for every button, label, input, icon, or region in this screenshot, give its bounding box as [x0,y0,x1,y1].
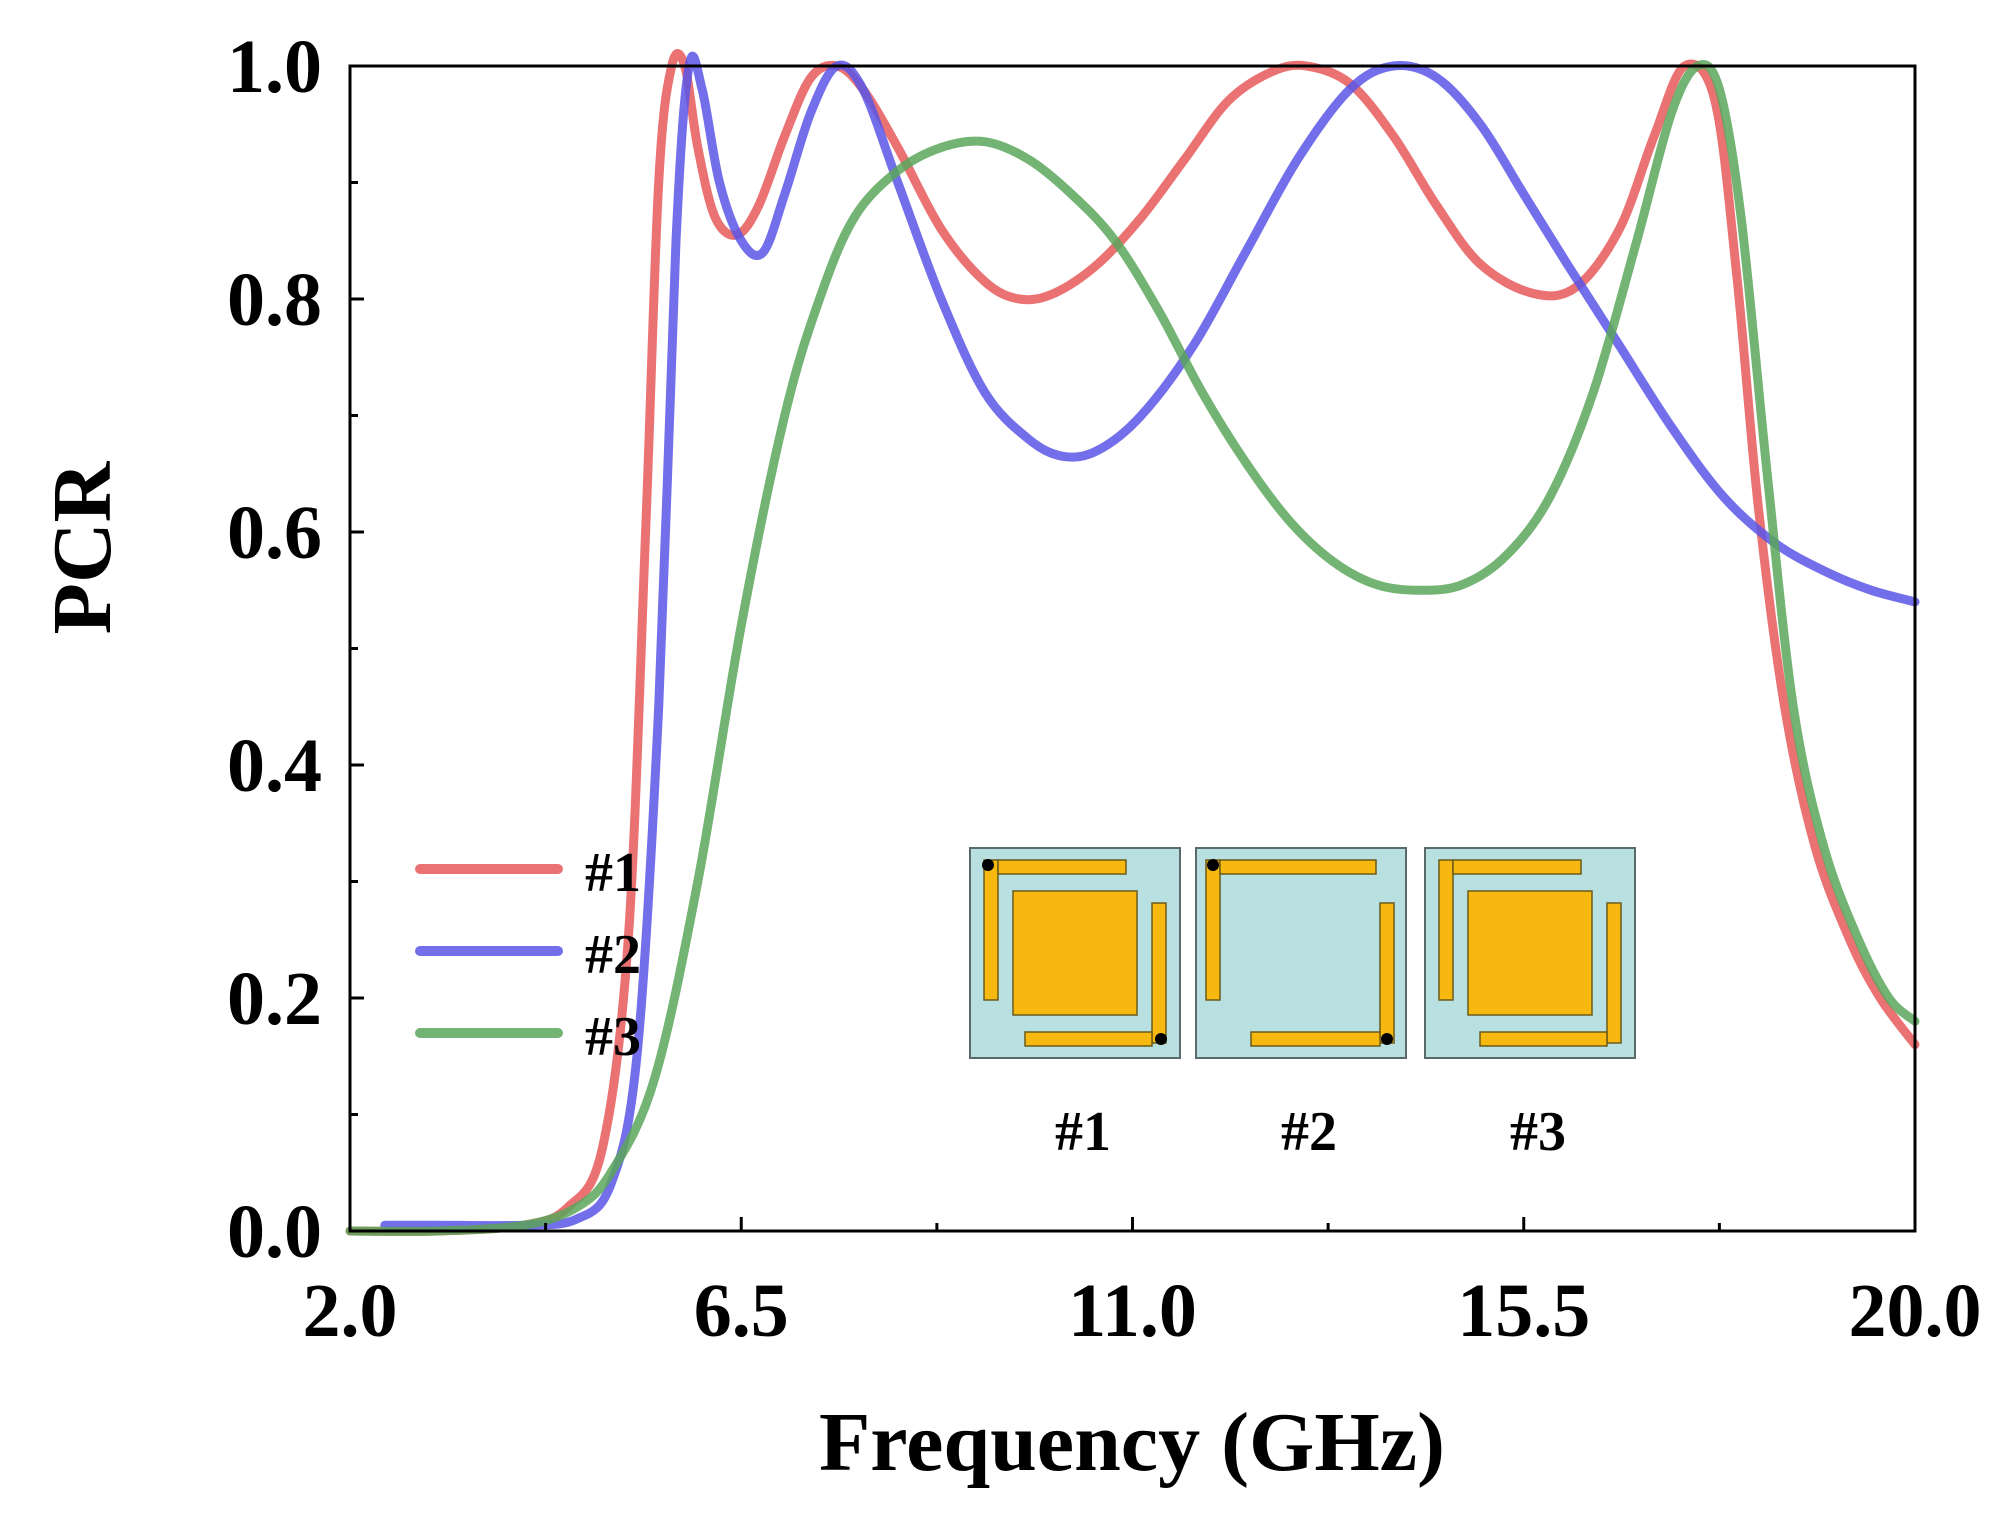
tick-layer [348,64,1917,1233]
strip-top [997,859,1127,875]
series-line-2 [380,52,1920,1231]
unit-cell-inset: #1 #2 #3 [969,847,1636,1163]
unit-cell-3: #3 [1424,847,1636,1163]
unit-cell-label-3: #3 [1510,1101,1566,1163]
strip-top [1219,859,1377,875]
strip-right [1379,902,1395,1044]
y-axis-label: PCR [36,460,129,634]
strip-left [1438,859,1454,1001]
curve-layer [345,49,1920,1236]
y-tick-label: 0.0 [227,1190,322,1274]
unit-cell-label-1: #1 [1055,1101,1111,1163]
strip-top [1452,859,1582,875]
legend-label-2: #2 [585,924,641,986]
legend: #1 #2 #3 [415,842,641,1068]
strip-right [1151,902,1167,1044]
x-tick-label: 11.0 [1068,1269,1197,1353]
unit-cell-1: #1 [969,847,1181,1163]
series-line-1 [345,49,1920,1236]
y-tick-label: 0.8 [227,258,322,342]
unit-cell-label-2: #2 [1281,1101,1337,1163]
strip-left [1205,859,1221,1001]
y-tick-label: 0.6 [227,491,322,575]
y-tick-label: 0.2 [227,957,322,1041]
strip-bottom [1250,1031,1381,1047]
strip-bottom [1024,1031,1153,1047]
tick-label-layer: 2.0 6.5 11.0 15.5 20.0 0.0 0.2 0.4 0.6 0.8 1.0 [227,25,1982,1353]
x-tick-label: 2.0 [303,1269,398,1353]
x-tick-label: 15.5 [1457,1269,1590,1353]
x-tick-label: 6.5 [694,1269,789,1353]
via-dot [1207,859,1219,871]
center-patch [1467,890,1593,1016]
series-line-3 [345,59,1920,1236]
y-tick-label: 0.4 [227,724,322,808]
via-dot [1155,1033,1167,1045]
strip-right [1606,902,1622,1044]
legend-label-1: #1 [585,842,641,904]
via-dot [1381,1033,1393,1045]
via-dot [982,859,994,871]
y-tick-label: 1.0 [227,25,322,109]
center-patch [1012,890,1138,1016]
x-tick-label: 20.0 [1849,1269,1982,1353]
x-axis-label: Frequency (GHz) [819,1396,1445,1489]
strip-bottom [1479,1031,1608,1047]
strip-left [983,859,999,1001]
unit-cell-2: #2 [1195,847,1407,1163]
unit-cell-substrate [1195,847,1407,1059]
legend-label-3: #3 [585,1006,641,1068]
